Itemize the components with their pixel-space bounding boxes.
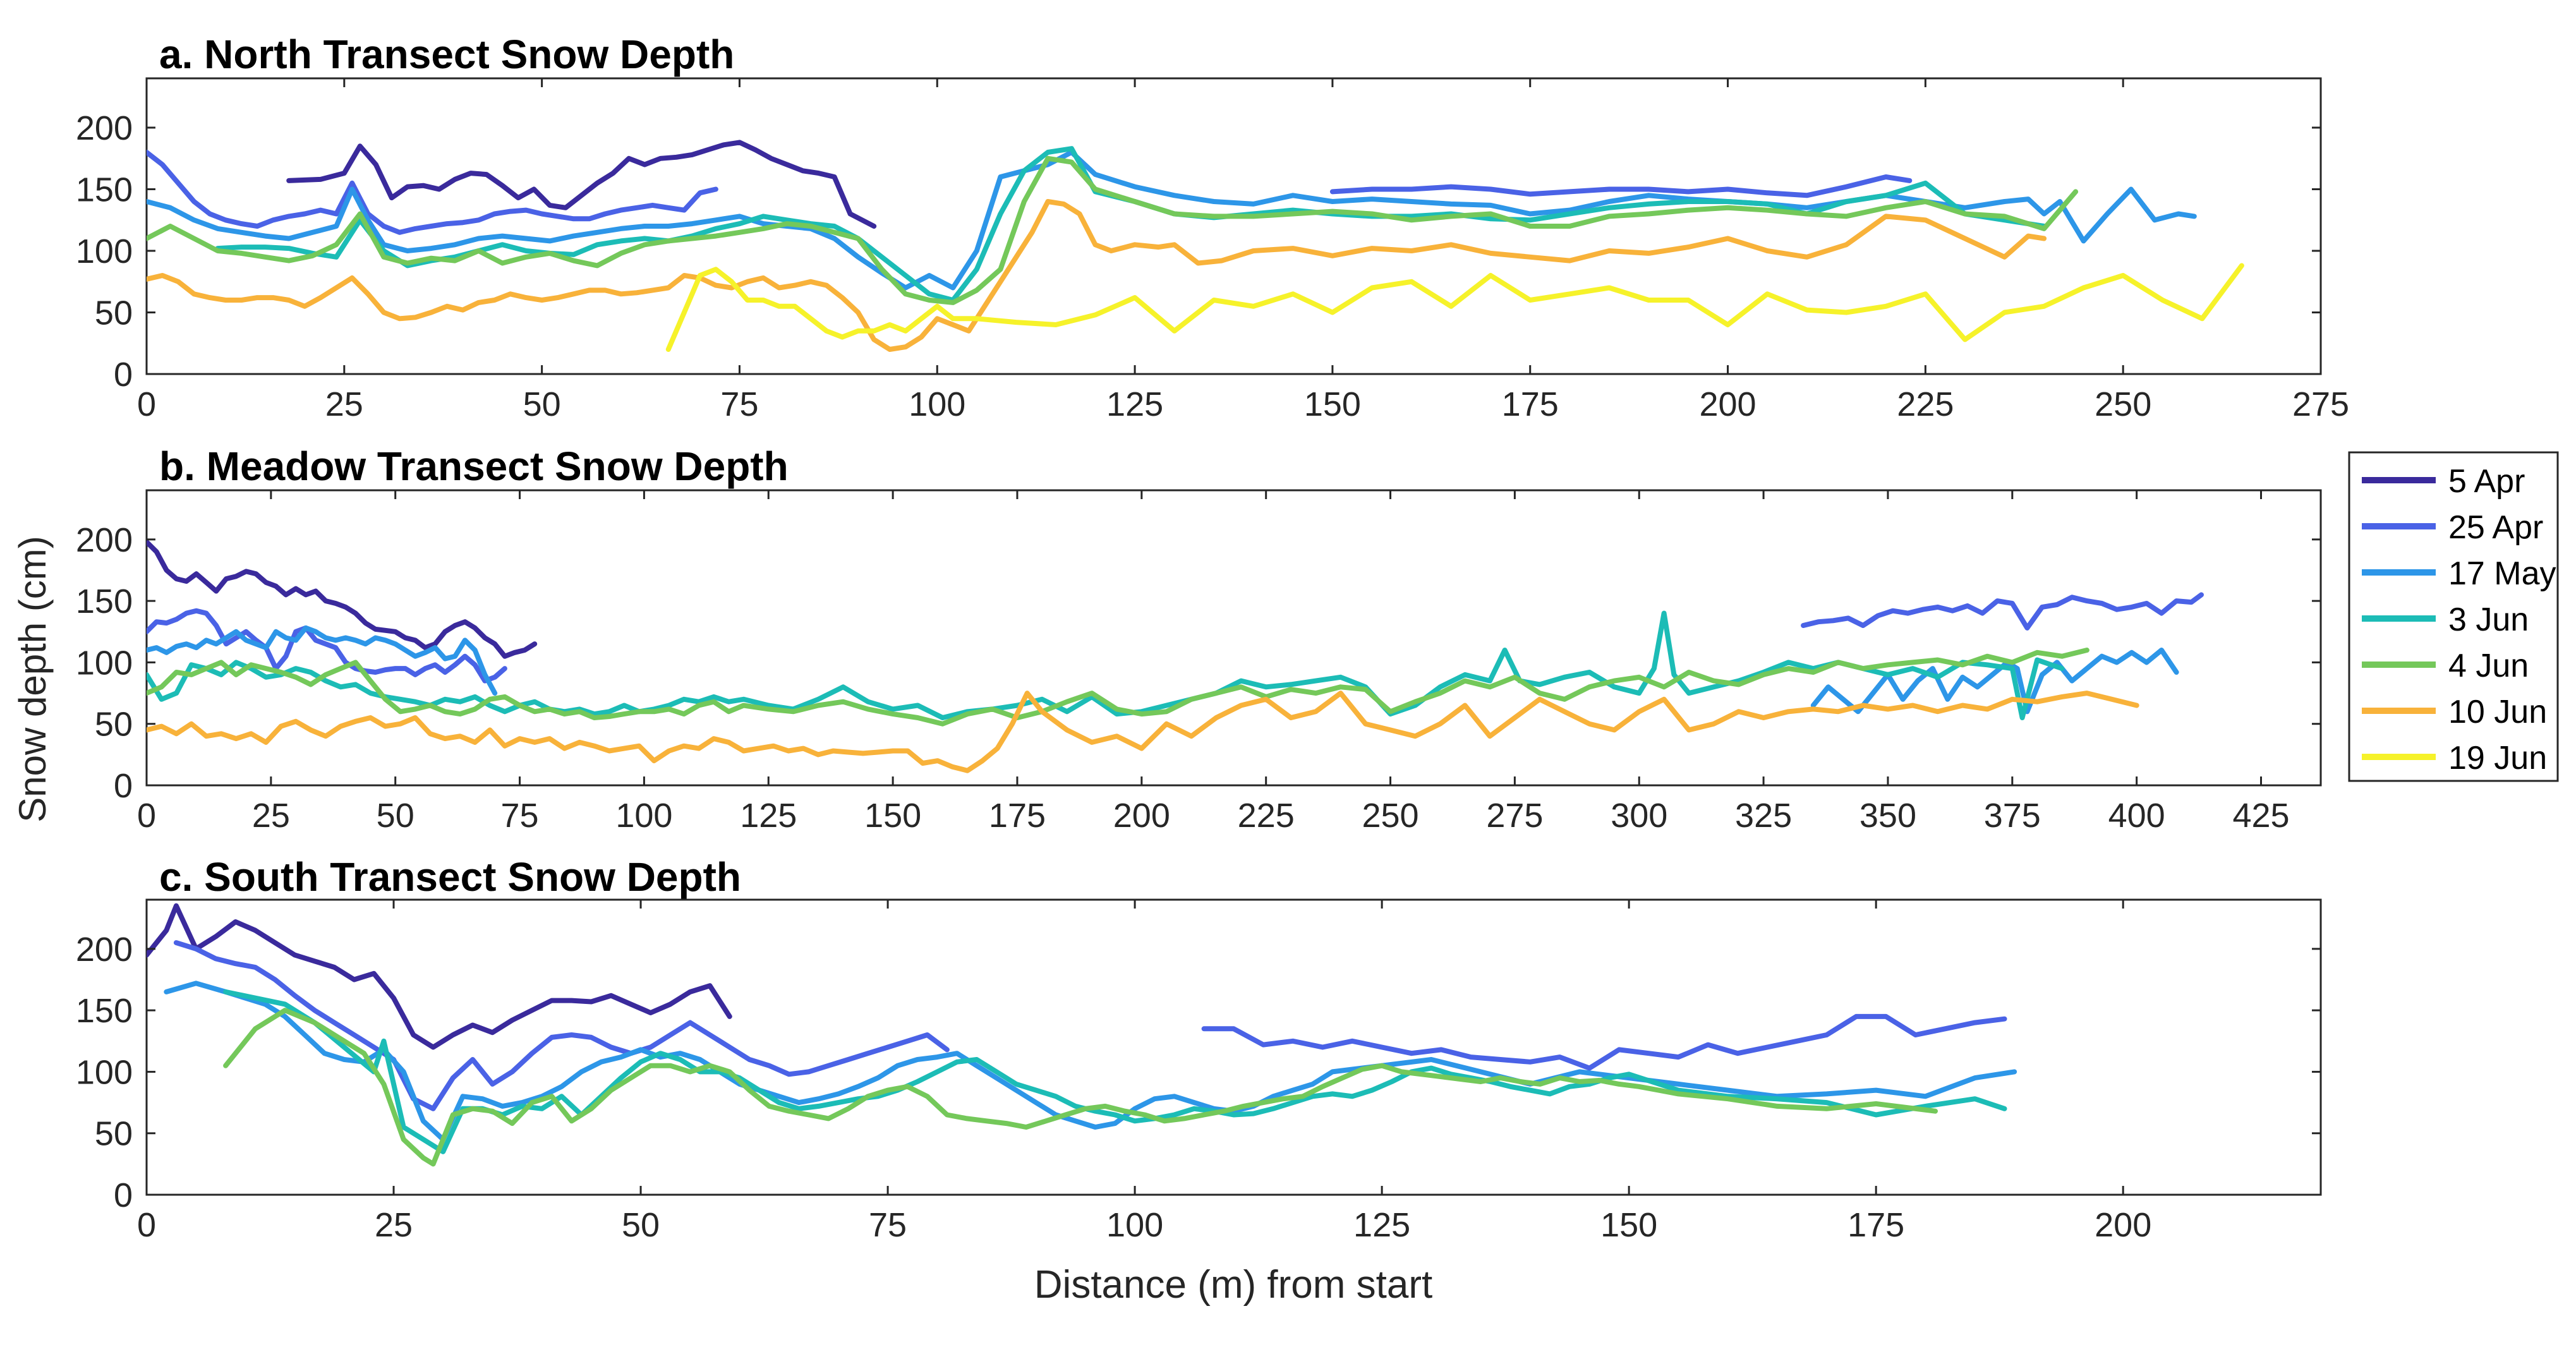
- series-line-meadow-3-jun-5: [147, 610, 2065, 720]
- series-line-meadow-17-may-3: [147, 625, 498, 696]
- y-tick-label-meadow: 200: [76, 521, 133, 559]
- legend-label-3-jun: 3 Jun: [2448, 601, 2529, 638]
- y-tick-label-meadow: 50: [95, 706, 133, 744]
- y-tick-label-south: 50: [95, 1115, 133, 1153]
- panel-title-north: a. North Transect Snow Depth: [159, 32, 734, 77]
- plot-area-north: [145, 77, 2322, 375]
- y-axis-label: Snow depth (cm): [11, 536, 54, 823]
- y-tick-label-meadow: 0: [114, 767, 133, 805]
- series-line-south-5-apr-0: [147, 903, 732, 1050]
- x-tick-label-north: 100: [909, 385, 965, 423]
- y-tick-label-north: 100: [76, 233, 133, 270]
- x-tick-label-north: 225: [1897, 385, 1954, 423]
- series-line-meadow-25-apr-2: [1801, 592, 2204, 631]
- x-tick-label-north: 0: [137, 385, 156, 423]
- legend-label-19-jun: 19 Jun: [2448, 740, 2547, 776]
- y-tick-label-south: 200: [76, 931, 133, 969]
- x-tick-label-south: 150: [1600, 1206, 1657, 1244]
- x-tick-label-meadow: 175: [989, 797, 1046, 835]
- y-tick-label-south: 100: [76, 1053, 133, 1091]
- x-tick-label-north: 250: [2095, 385, 2151, 423]
- series-group-north: [147, 140, 2244, 352]
- series-line-north-5-apr-0: [286, 140, 877, 229]
- panel-meadow: b. Meadow Transect Snow Depth 0 25 50 75 100…: [76, 444, 2322, 835]
- x-tick-label-north: 50: [523, 385, 561, 423]
- x-tick-label-meadow: 25: [252, 797, 290, 835]
- x-tick-label-north: 200: [1699, 385, 1756, 423]
- series-line-north-3-jun-4: [215, 146, 2047, 303]
- x-tick-label-meadow: 250: [1362, 797, 1418, 835]
- legend: 5 Apr 25 Apr 17 May 3 Jun 4 Jun 10 Jun 19 Jun: [2348, 451, 2559, 782]
- x-tick-label-meadow: 150: [864, 797, 921, 835]
- x-tick-label-meadow: 200: [1113, 797, 1170, 835]
- x-tick-label-meadow: 300: [1611, 797, 1667, 835]
- x-tick-label-south: 125: [1353, 1206, 1410, 1244]
- legend-label-5-apr: 5 Apr: [2448, 463, 2525, 500]
- x-tick-label-meadow: 0: [137, 797, 156, 835]
- x-tick-label-south: 25: [375, 1206, 413, 1244]
- x-tick-label-south: 200: [2095, 1206, 2151, 1244]
- y-tick-label-south: 0: [114, 1176, 133, 1214]
- y-tick-label-meadow: 100: [76, 644, 133, 682]
- series-line-north-25-apr-1: [147, 150, 718, 235]
- x-tick-label-meadow: 400: [2108, 797, 2165, 835]
- x-tick-label-north: 125: [1106, 385, 1163, 423]
- legend-label-17-may: 17 May: [2448, 555, 2556, 592]
- x-tick-label-north: 25: [325, 385, 363, 423]
- x-tick-label-meadow: 225: [1238, 797, 1295, 835]
- panel-title-meadow: b. Meadow Transect Snow Depth: [159, 444, 789, 489]
- series-line-meadow-5-apr-0: [147, 539, 538, 659]
- series-line-north-4-jun-5: [147, 155, 2079, 305]
- series-line-south-3-jun-4: [223, 989, 2007, 1154]
- x-tick-label-south: 50: [622, 1206, 660, 1244]
- y-tick-label-meadow: 150: [76, 583, 133, 620]
- x-tick-label-meadow: 75: [501, 797, 539, 835]
- x-tick-label-meadow: 125: [740, 797, 797, 835]
- panel-north: a. North Transect Snow Depth 0 25 50 75 100 1…: [76, 32, 2349, 423]
- panel-south: c. South Transect Snow Depth 0 25 50 75 100 1…: [76, 854, 2322, 1244]
- y-tick-label-north: 200: [76, 109, 133, 147]
- x-tick-label-meadow: 425: [2232, 797, 2289, 835]
- plot-area-meadow: [145, 489, 2322, 787]
- x-tick-label-meadow: 50: [377, 797, 414, 835]
- series-line-north-19-jun-7: [665, 263, 2244, 352]
- series-line-north-25-apr-2: [1329, 174, 1913, 198]
- x-tick-label-north: 150: [1304, 385, 1361, 423]
- x-tick-label-south: 175: [1847, 1206, 1904, 1244]
- series-line-meadow-4-jun-6: [147, 648, 2089, 727]
- plot-area-south: [145, 898, 2322, 1196]
- x-tick-label-meadow: 375: [1984, 797, 2041, 835]
- x-tick-label-north: 275: [2292, 385, 2349, 423]
- x-tick-label-meadow: 325: [1735, 797, 1792, 835]
- x-tick-label-south: 75: [869, 1206, 907, 1244]
- legend-label-4-jun: 4 Jun: [2448, 648, 2529, 684]
- series-line-south-25-apr-1: [173, 940, 950, 1111]
- x-tick-label-meadow: 100: [615, 797, 672, 835]
- series-line-south-17-may-3: [164, 981, 2017, 1142]
- series-line-south-4-jun-5: [223, 1008, 1938, 1167]
- x-axis-label: Distance (m) from start: [1034, 1263, 1432, 1307]
- y-tick-label-north: 50: [95, 294, 133, 332]
- series-line-meadow-25-apr-1: [147, 608, 507, 684]
- series-line-south-25-apr-2: [1201, 1013, 2007, 1071]
- x-tick-label-south: 100: [1106, 1206, 1163, 1244]
- x-tick-label-meadow: 275: [1486, 797, 1543, 835]
- y-tick-label-south: 150: [76, 992, 133, 1030]
- series-group-meadow: [147, 539, 2204, 773]
- legend-label-25-apr: 25 Apr: [2448, 509, 2543, 546]
- y-tick-label-north: 150: [76, 171, 133, 209]
- x-tick-label-south: 0: [137, 1206, 156, 1244]
- series-group-south: [147, 903, 2017, 1167]
- legend-label-10-jun: 10 Jun: [2448, 694, 2547, 730]
- x-tick-label-north: 175: [1502, 385, 1559, 423]
- x-tick-label-north: 75: [720, 385, 758, 423]
- panel-title-south: c. South Transect Snow Depth: [159, 854, 741, 900]
- x-tick-label-meadow: 350: [1859, 797, 1916, 835]
- series-line-meadow-10-jun-7: [147, 691, 2139, 773]
- series-line-north-10-jun-6: [147, 199, 2047, 352]
- y-tick-label-north: 0: [114, 356, 133, 394]
